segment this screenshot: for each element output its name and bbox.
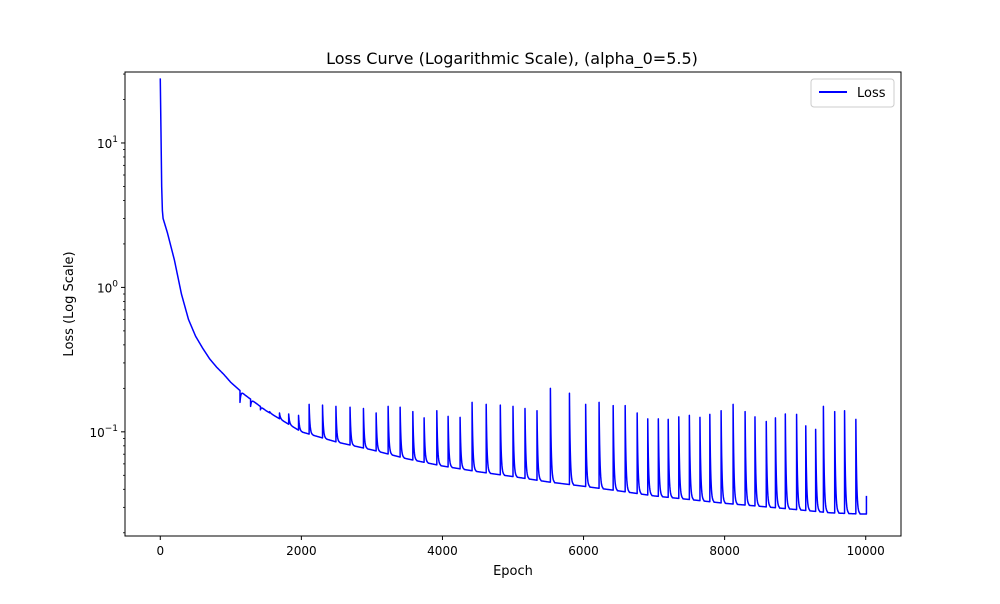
- y-axis-label: Loss (Log Scale): [62, 251, 77, 356]
- x-tick-label: 4000: [427, 544, 458, 558]
- y-tick-label: 10−1: [89, 424, 118, 440]
- y-tick-label: 100: [97, 279, 118, 295]
- x-tick-label: 0: [156, 544, 164, 558]
- x-tick-label: 6000: [568, 544, 599, 558]
- chart-title: Loss Curve (Logarithmic Scale), (alpha_0…: [326, 49, 698, 69]
- loss-series-line: [159, 78, 868, 515]
- x-axis-label: Epoch: [493, 564, 533, 579]
- legend-box: [810, 78, 895, 108]
- x-tick-label: 10000: [847, 544, 885, 558]
- x-tick-label: 8000: [709, 544, 740, 558]
- legend-label-loss: Loss: [857, 86, 886, 101]
- plot-area: [159, 78, 868, 515]
- legend: Loss: [810, 78, 895, 108]
- x-axis: 0 2000 4000 6000 8000 10000: [156, 536, 885, 558]
- y-tick-label: 101: [97, 135, 118, 151]
- axes-frame: [124, 71, 902, 537]
- x-tick-label: 2000: [286, 544, 317, 558]
- y-axis: 10−1 100 101: [89, 73, 125, 534]
